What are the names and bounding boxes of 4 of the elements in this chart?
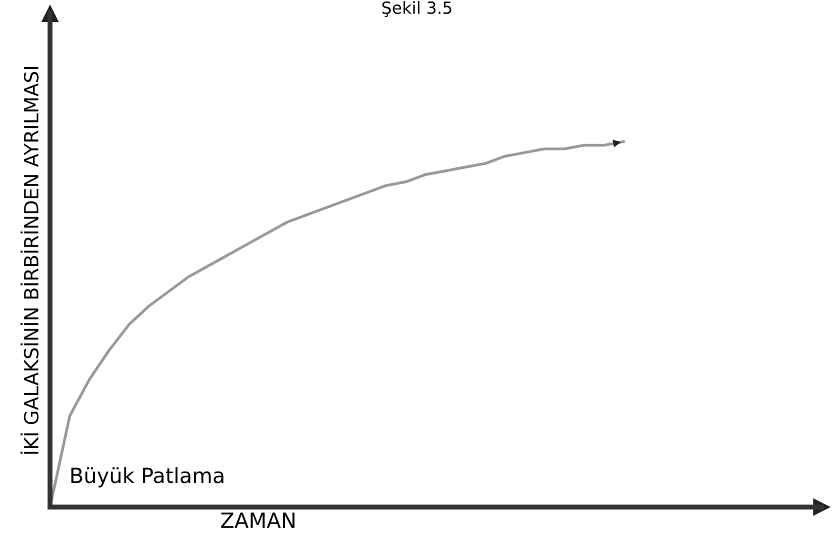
y-axis-title: İKİ GALAKSİNİN BİRBİRİNDEN AYRILMASI [20,67,39,454]
chart-title: Şekil 3.5 [382,1,452,17]
x-axis-title: ZAMAN [221,512,294,528]
annotation: Büyük Patlama [71,467,224,488]
